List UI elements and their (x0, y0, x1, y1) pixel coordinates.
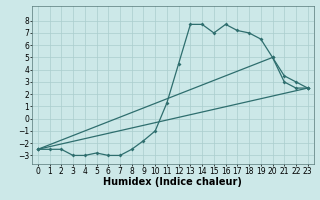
X-axis label: Humidex (Indice chaleur): Humidex (Indice chaleur) (103, 177, 242, 187)
